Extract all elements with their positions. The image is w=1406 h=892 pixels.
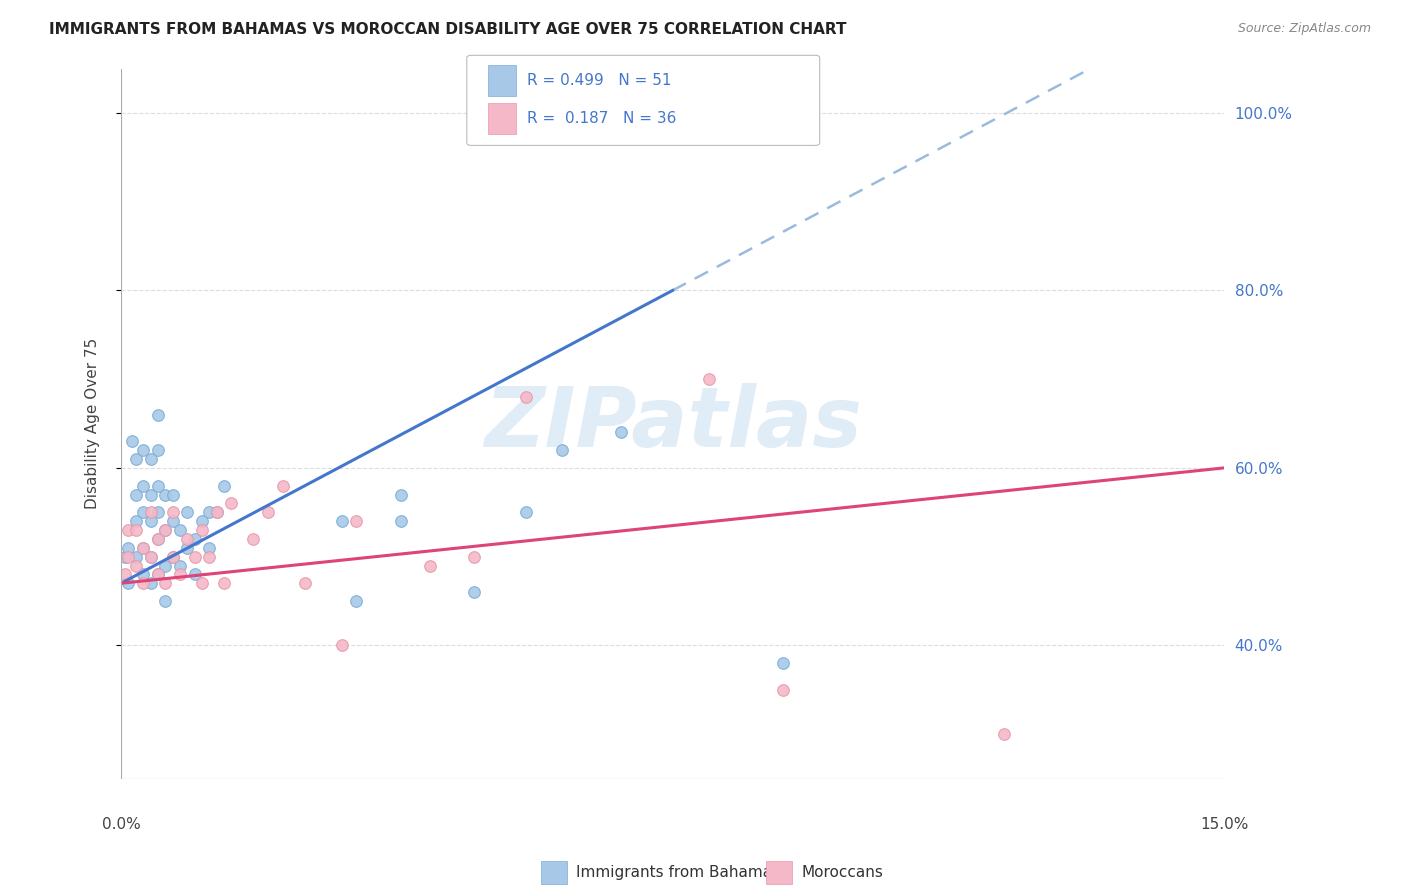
Text: R = 0.499   N = 51: R = 0.499 N = 51 bbox=[527, 73, 672, 87]
Point bbox=[169, 523, 191, 537]
Point bbox=[139, 576, 162, 591]
Text: R =  0.187   N = 36: R = 0.187 N = 36 bbox=[527, 112, 676, 126]
Point bbox=[463, 549, 485, 564]
Point bbox=[389, 487, 412, 501]
Text: ZIPatlas: ZIPatlas bbox=[484, 383, 862, 464]
Point bbox=[125, 487, 148, 501]
Point bbox=[699, 372, 721, 386]
Point bbox=[139, 505, 162, 519]
Text: 0.0%: 0.0% bbox=[101, 817, 141, 832]
Point bbox=[212, 576, 235, 591]
Point bbox=[125, 452, 148, 467]
Point bbox=[294, 576, 316, 591]
Point bbox=[183, 567, 205, 582]
Point bbox=[330, 639, 353, 653]
Point bbox=[346, 514, 368, 528]
Point bbox=[146, 567, 169, 582]
Point bbox=[139, 487, 162, 501]
Point bbox=[132, 541, 155, 555]
Point bbox=[155, 576, 177, 591]
Point bbox=[146, 478, 169, 492]
Point bbox=[146, 408, 169, 422]
Point bbox=[205, 505, 228, 519]
Point bbox=[132, 576, 155, 591]
Point bbox=[242, 532, 264, 546]
Point bbox=[191, 523, 214, 537]
Text: Moroccans: Moroccans bbox=[801, 865, 883, 880]
Point bbox=[139, 549, 162, 564]
Point bbox=[271, 478, 294, 492]
Point bbox=[146, 532, 169, 546]
Point bbox=[198, 549, 221, 564]
Point bbox=[155, 558, 177, 573]
Point bbox=[198, 505, 221, 519]
Point bbox=[515, 390, 537, 404]
Point bbox=[114, 567, 136, 582]
Point bbox=[146, 532, 169, 546]
Point bbox=[125, 549, 148, 564]
Point bbox=[139, 514, 162, 528]
Text: 15.0%: 15.0% bbox=[1199, 817, 1249, 832]
Point bbox=[139, 452, 162, 467]
Point bbox=[205, 505, 228, 519]
Point bbox=[155, 487, 177, 501]
Point bbox=[257, 505, 280, 519]
Point bbox=[176, 505, 198, 519]
Point bbox=[162, 505, 184, 519]
Point bbox=[183, 532, 205, 546]
Point bbox=[125, 523, 148, 537]
Text: Source: ZipAtlas.com: Source: ZipAtlas.com bbox=[1237, 22, 1371, 36]
Point bbox=[146, 505, 169, 519]
Point bbox=[155, 523, 177, 537]
Point bbox=[772, 656, 794, 670]
Point bbox=[125, 514, 148, 528]
Point bbox=[162, 549, 184, 564]
Point bbox=[132, 541, 155, 555]
Point bbox=[515, 505, 537, 519]
Point bbox=[132, 443, 155, 458]
Point bbox=[117, 523, 139, 537]
Point bbox=[169, 567, 191, 582]
Point bbox=[191, 576, 214, 591]
Point bbox=[993, 727, 1015, 741]
Point bbox=[146, 567, 169, 582]
Y-axis label: Disability Age Over 75: Disability Age Over 75 bbox=[86, 338, 100, 509]
Point bbox=[117, 541, 139, 555]
Point bbox=[125, 558, 148, 573]
Point bbox=[162, 514, 184, 528]
Point bbox=[169, 558, 191, 573]
Point bbox=[155, 523, 177, 537]
Point bbox=[176, 532, 198, 546]
Point bbox=[117, 549, 139, 564]
Point bbox=[419, 558, 441, 573]
Point bbox=[121, 434, 143, 449]
Point bbox=[117, 576, 139, 591]
Point bbox=[139, 549, 162, 564]
Text: Immigrants from Bahamas: Immigrants from Bahamas bbox=[576, 865, 780, 880]
Point bbox=[389, 514, 412, 528]
Point bbox=[114, 549, 136, 564]
Point bbox=[198, 541, 221, 555]
Point bbox=[551, 443, 574, 458]
Point bbox=[772, 682, 794, 697]
Point bbox=[162, 487, 184, 501]
Point bbox=[191, 514, 214, 528]
Point bbox=[132, 478, 155, 492]
Point bbox=[162, 549, 184, 564]
Point bbox=[221, 496, 243, 510]
Point bbox=[146, 443, 169, 458]
Point bbox=[330, 514, 353, 528]
Point bbox=[155, 594, 177, 608]
Point bbox=[212, 478, 235, 492]
Point bbox=[132, 505, 155, 519]
Text: IMMIGRANTS FROM BAHAMAS VS MOROCCAN DISABILITY AGE OVER 75 CORRELATION CHART: IMMIGRANTS FROM BAHAMAS VS MOROCCAN DISA… bbox=[49, 22, 846, 37]
Point bbox=[346, 594, 368, 608]
Point bbox=[132, 567, 155, 582]
Point bbox=[183, 549, 205, 564]
Point bbox=[610, 425, 633, 440]
Point bbox=[463, 585, 485, 599]
Point bbox=[176, 541, 198, 555]
